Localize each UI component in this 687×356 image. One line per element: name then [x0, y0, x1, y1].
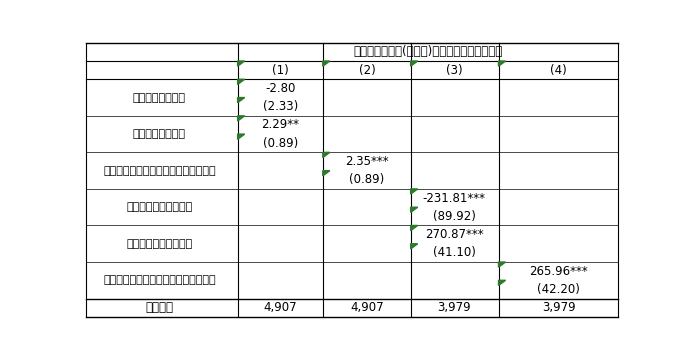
- Text: (2.33): (2.33): [262, 100, 298, 113]
- Polygon shape: [238, 79, 245, 84]
- Text: 4,907: 4,907: [263, 301, 297, 314]
- Text: 近隣校までの通学時間: 近隣校までの通学時間: [126, 239, 192, 249]
- Text: (89.92): (89.92): [433, 210, 476, 223]
- Text: 270.87***: 270.87***: [425, 228, 484, 241]
- Text: -231.81***: -231.81***: [423, 192, 486, 205]
- Polygon shape: [411, 61, 418, 66]
- Polygon shape: [323, 152, 330, 158]
- Text: (4): (4): [550, 64, 567, 77]
- Text: (41.10): (41.10): [433, 246, 476, 260]
- Polygon shape: [323, 171, 330, 176]
- Polygon shape: [499, 61, 506, 66]
- Polygon shape: [499, 262, 506, 267]
- Text: 4,907: 4,907: [350, 301, 384, 314]
- Text: (42.20): (42.20): [537, 283, 580, 296]
- Polygon shape: [411, 207, 418, 213]
- Text: 現在校までの通学時間: 現在校までの通学時間: [126, 202, 192, 212]
- Text: (2): (2): [359, 64, 375, 77]
- Text: 2.29**: 2.29**: [261, 119, 300, 131]
- Text: 近隣校までの距離: 近隣校までの距離: [133, 129, 186, 139]
- Polygon shape: [238, 98, 245, 103]
- Polygon shape: [411, 225, 418, 231]
- Text: 現在校までの距離: 現在校までの距離: [133, 93, 186, 103]
- Text: 観測値数: 観測値数: [146, 301, 173, 314]
- Text: -2.80: -2.80: [265, 82, 295, 95]
- Text: 3,979: 3,979: [438, 301, 471, 314]
- Polygon shape: [323, 61, 330, 66]
- Polygon shape: [499, 280, 506, 286]
- Polygon shape: [411, 189, 418, 194]
- Polygon shape: [411, 244, 418, 249]
- Polygon shape: [238, 116, 245, 121]
- Text: 学校統廃合により生じる追加通学距離: 学校統廃合により生じる追加通学距離: [103, 166, 216, 176]
- Text: 265.96***: 265.96***: [529, 265, 588, 278]
- Text: (0.89): (0.89): [350, 173, 385, 186]
- Text: 受け入れ可能額(日本円)：小学生、徒歩通学者: 受け入れ可能額(日本円)：小学生、徒歩通学者: [353, 45, 503, 58]
- Text: (3): (3): [446, 64, 462, 77]
- Text: (0.89): (0.89): [262, 137, 298, 150]
- Text: (1): (1): [272, 64, 289, 77]
- Text: 2.35***: 2.35***: [345, 155, 389, 168]
- Text: 学校統廃合により生じる追加通学時間: 学校統廃合により生じる追加通学時間: [103, 275, 216, 285]
- Polygon shape: [238, 134, 245, 139]
- Text: 3,979: 3,979: [542, 301, 576, 314]
- Polygon shape: [238, 61, 245, 66]
